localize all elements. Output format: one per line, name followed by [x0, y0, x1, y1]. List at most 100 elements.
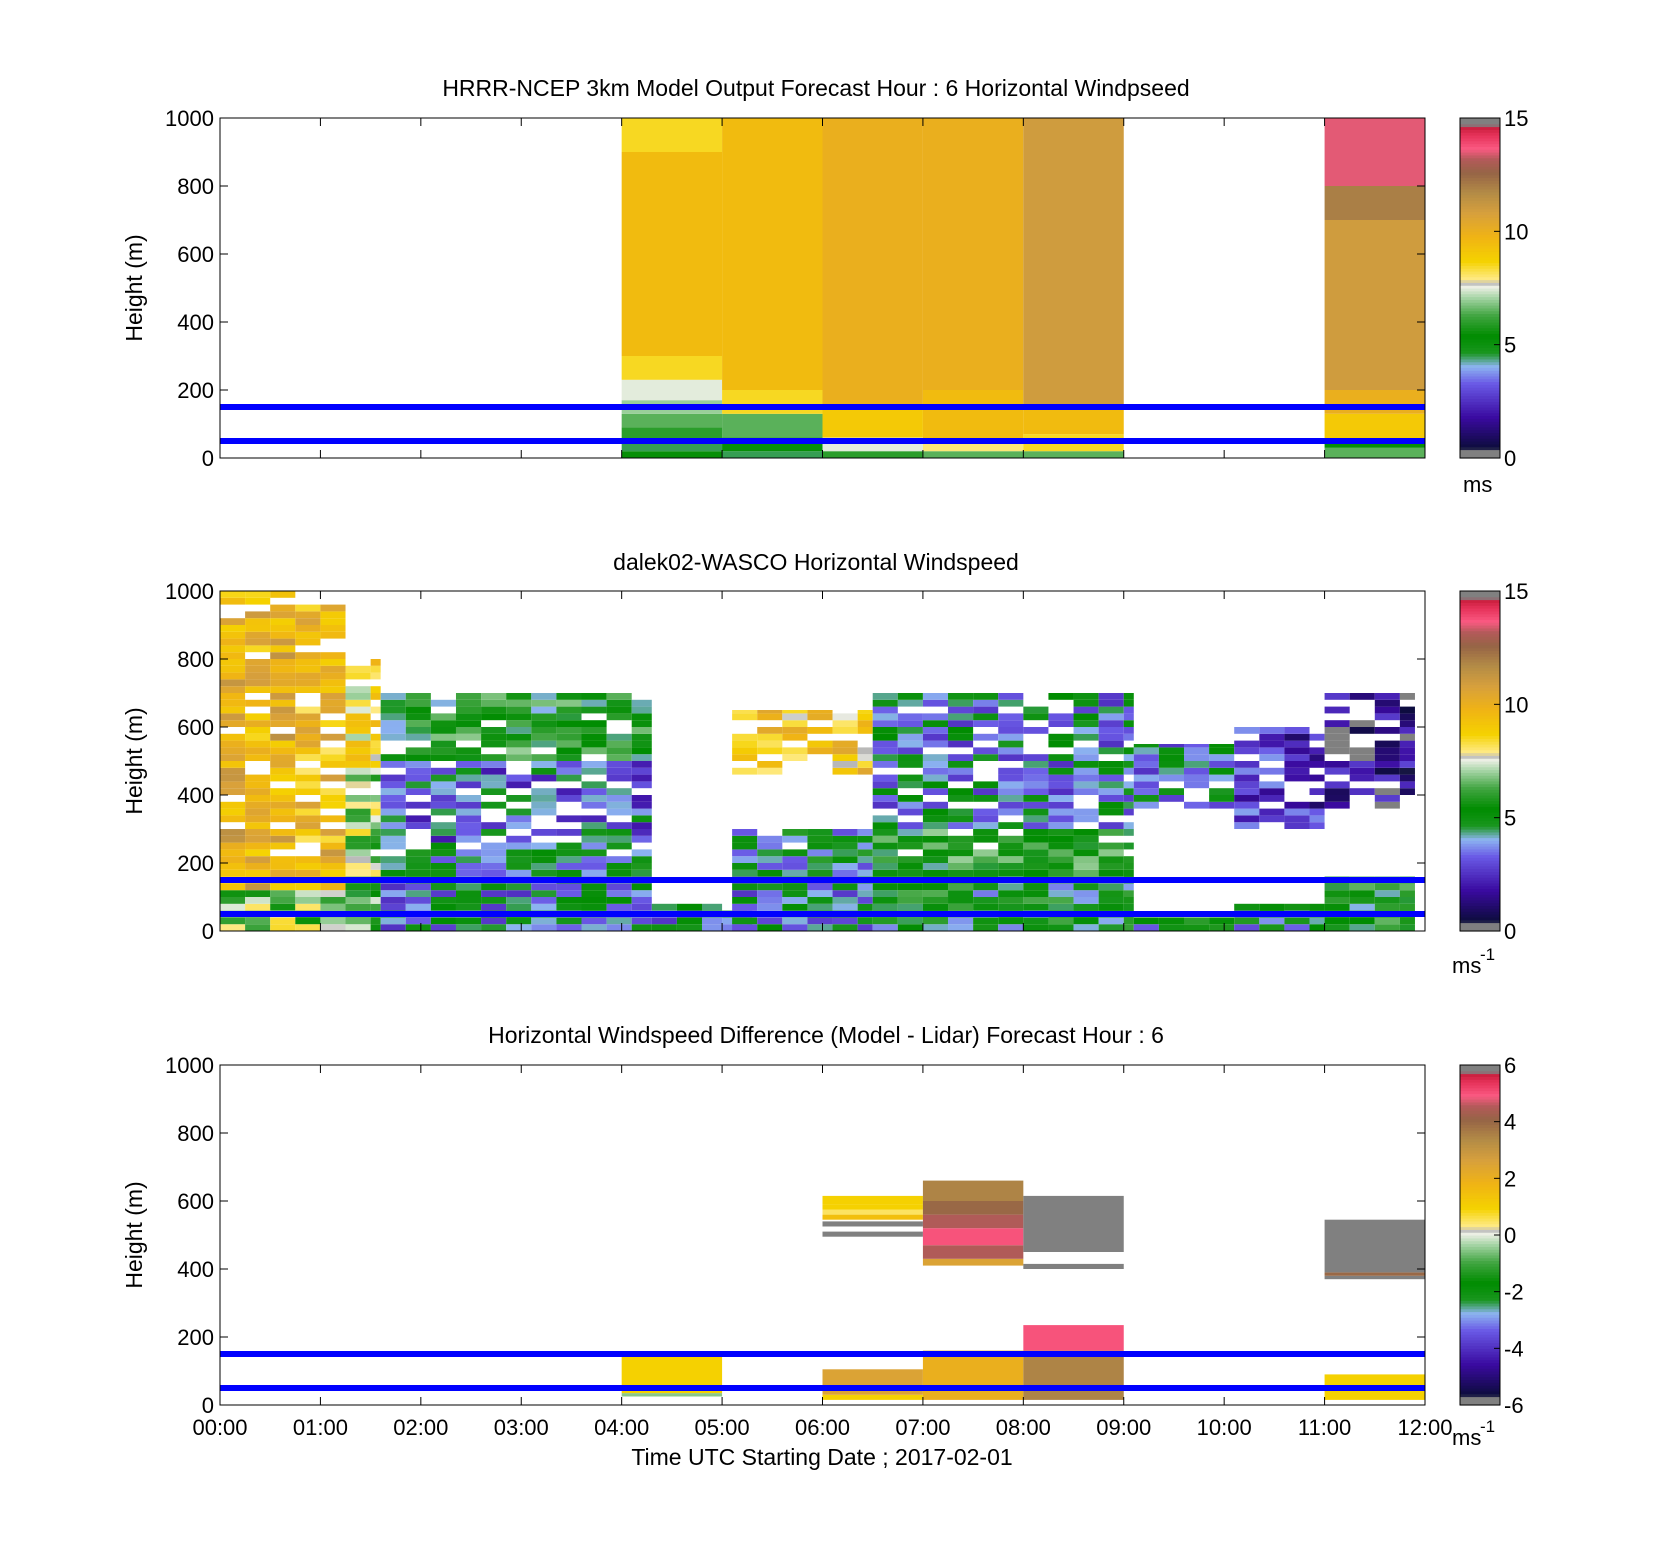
panel-lidar-colorbar-swatch: [1460, 772, 1500, 776]
panel-difference-colorbar-swatch: [1460, 1090, 1500, 1094]
panel-lidar-gate: [872, 747, 898, 755]
panel-difference-colorbar-swatch: [1460, 1164, 1500, 1168]
panel-lidar-gate: [872, 917, 898, 925]
panel-lidar-gate: [245, 801, 271, 809]
panel-model-colorbar-swatch: [1460, 123, 1500, 128]
panel-lidar-gate: [1123, 917, 1134, 925]
panel-difference-colorbar-swatch: [1460, 1201, 1500, 1205]
panel-lidar-gate: [757, 747, 783, 755]
panel-lidar-gate: [295, 788, 321, 795]
panel-model-colorbar-swatch: [1460, 378, 1500, 383]
panel-lidar-gate: [220, 767, 246, 775]
panel-lidar-gate: [857, 727, 873, 734]
panel-lidar-gate: [370, 808, 381, 816]
panel-lidar-gate: [1098, 706, 1124, 714]
panel-lidar-gate: [556, 829, 582, 836]
panel-lidar-gate: [973, 924, 999, 931]
panel-model-colorbar-swatch: [1460, 194, 1500, 198]
panel-lidar-gate: [973, 754, 999, 761]
panel-model-colorbar-swatch: [1460, 435, 1500, 439]
panel-lidar-gate: [973, 869, 999, 877]
panel-lidar-gate: [581, 699, 607, 707]
panel-lidar-gate: [897, 829, 923, 836]
panel-lidar-gate: [320, 679, 346, 687]
panel-lidar-gate: [1349, 767, 1375, 775]
panel-lidar-gate: [531, 693, 557, 700]
panel-lidar-gate: [556, 917, 582, 925]
panel-lidar-gate: [270, 897, 296, 904]
panel-lidar-gate: [405, 815, 431, 823]
panel-lidar-colorbar-swatch: [1460, 732, 1500, 737]
panel-difference-ytick-label: 600: [177, 1189, 214, 1214]
panel-lidar-colorbar-swatch: [1460, 783, 1500, 788]
panel-lidar-gate: [245, 781, 271, 789]
panel-lidar-gate: [631, 706, 652, 714]
panel-lidar-gate: [1324, 740, 1350, 748]
panel-lidar-plot: [220, 591, 1425, 931]
panel-model-cell: [621, 413, 723, 428]
panel-model-colorbar-swatch: [1460, 375, 1500, 380]
panel-lidar-gate: [581, 863, 607, 870]
panel-lidar-gate: [220, 903, 246, 911]
panel-lidar-gate: [320, 761, 346, 768]
panel-lidar-gate: [320, 686, 346, 693]
panel-lidar-gate: [245, 808, 271, 816]
panel-lidar-gate: [922, 829, 949, 836]
panel-lidar-colorbar-swatch: [1460, 693, 1500, 697]
panel-lidar-gate: [430, 720, 456, 727]
panel-lidar-gate: [872, 720, 898, 727]
panel-lidar-gate: [455, 693, 482, 700]
panel-lidar-gate: [1098, 869, 1124, 877]
panel-lidar-gate: [1098, 808, 1124, 816]
panel-lidar-gate: [1399, 924, 1415, 931]
x-tick-label: 10:00: [1197, 1415, 1252, 1440]
panel-lidar-gate: [1048, 829, 1074, 836]
panel-lidar-gate: [295, 890, 321, 897]
panel-lidar-colorbar-swatch: [1460, 871, 1500, 875]
panel-difference-cell: [1324, 1272, 1425, 1276]
panel-lidar-colorbar-swatch: [1460, 894, 1500, 898]
panel-lidar-gate: [320, 706, 346, 714]
panel-lidar-gate: [732, 740, 758, 748]
panel-lidar-gate: [245, 890, 271, 897]
panel-lidar-gate: [922, 856, 949, 863]
panel-lidar-gate: [782, 835, 808, 843]
panel-lidar-gate: [1158, 795, 1184, 802]
panel-lidar-gate: [581, 727, 607, 734]
panel-lidar-colorbar-swatch: [1460, 860, 1500, 864]
panel-difference-colorbar-swatch: [1460, 1195, 1500, 1199]
panel-lidar-gate: [782, 754, 808, 761]
panel-lidar-gate: [1284, 747, 1310, 755]
panel-lidar-gate: [1073, 835, 1099, 843]
panel-lidar-gate: [370, 883, 381, 891]
panel-lidar-gate: [807, 897, 833, 904]
panel-lidar-gate: [345, 747, 371, 755]
panel-lidar-gate: [757, 761, 783, 768]
panel-lidar-gate: [807, 740, 833, 748]
panel-lidar-gate: [998, 808, 1024, 816]
panel-lidar-gate: [857, 713, 873, 721]
panel-lidar-gate: [1234, 727, 1260, 734]
panel-lidar-gate: [1048, 890, 1074, 897]
panel-lidar-gate: [872, 849, 898, 857]
panel-lidar-gate: [320, 890, 346, 897]
panel-lidar-gate: [782, 856, 808, 863]
panel-lidar-gate: [270, 631, 296, 639]
panel-lidar-gate: [631, 740, 652, 748]
panel-lidar-gate: [807, 903, 833, 911]
panel-lidar-colorbar-swatch: [1460, 826, 1500, 830]
panel-lidar-gate: [270, 611, 296, 619]
panel-lidar-gate: [1023, 897, 1049, 904]
panel-lidar-gate: [581, 856, 607, 863]
panel-lidar-gate: [872, 699, 898, 707]
panel-lidar-gate: [1349, 774, 1375, 782]
panel-lidar-gate: [295, 713, 321, 721]
panel-lidar-gate: [270, 618, 296, 625]
panel-lidar-gate: [506, 924, 532, 931]
panel-lidar-colorbar-swatch: [1460, 676, 1500, 680]
panel-model-colorbar-swatch: [1460, 364, 1500, 368]
panel-lidar-gate: [651, 903, 677, 911]
panel-lidar-gate: [807, 890, 833, 897]
panel-lidar-gate: [295, 747, 321, 755]
panel-lidar-gate: [631, 835, 652, 843]
